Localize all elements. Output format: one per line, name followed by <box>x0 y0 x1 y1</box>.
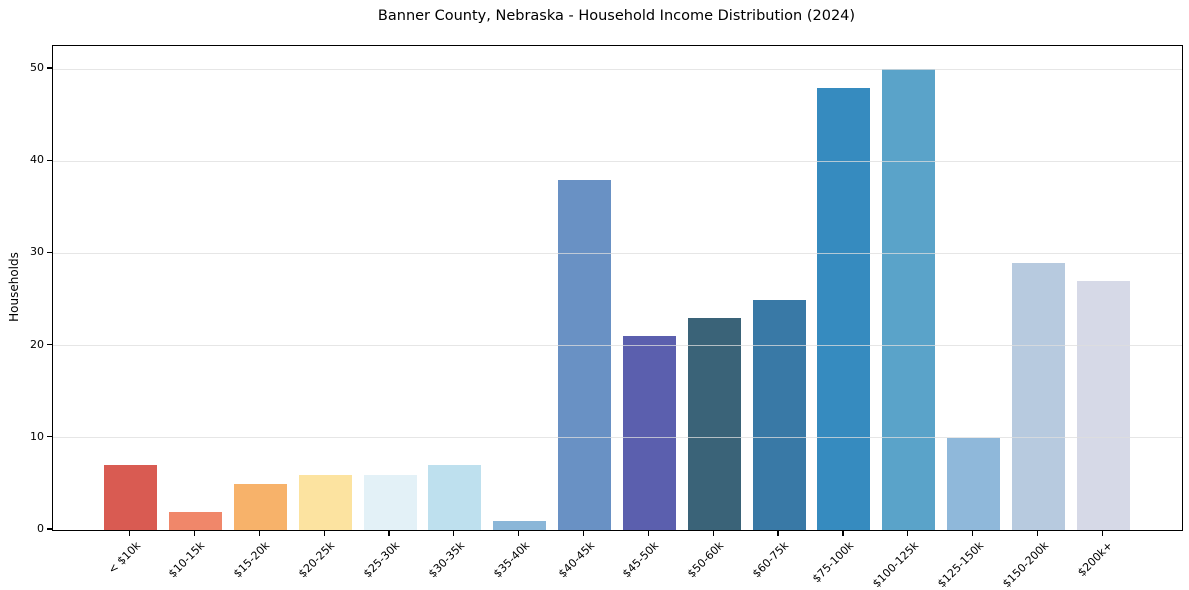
xtick-label--100-125k: $100-125k <box>869 539 921 590</box>
xtick-label--15-20k: $15-20k <box>231 539 273 581</box>
ytick-label-20: 20 <box>30 337 44 351</box>
bar--75-100k <box>817 87 871 530</box>
bar--30-35k <box>428 465 482 530</box>
xtick-mark-7 <box>518 530 520 536</box>
ytick-label-50: 50 <box>30 61 44 75</box>
ytick-mark-0 <box>47 528 52 530</box>
xtick-mark-2 <box>193 530 196 536</box>
xtick-label--45-50k: $45-50k <box>620 539 662 581</box>
chart-title: Banner County, Nebraska - Household Inco… <box>377 8 856 24</box>
xtick-mark-3 <box>258 530 260 536</box>
bar--200k+ <box>1076 281 1130 530</box>
gridline-y-20 <box>53 345 1182 347</box>
xtick-label--20-25k: $20-25k <box>296 539 338 581</box>
bar--20-25k <box>298 474 352 530</box>
ytick-label-30: 30 <box>30 245 44 259</box>
xtick-label--60-75k: $60-75k <box>750 539 792 581</box>
ytick-mark-50 <box>47 67 52 69</box>
y-axis-label: Households <box>7 252 21 322</box>
xtick-mark-15 <box>1036 530 1039 536</box>
xtick-mark-9 <box>647 530 650 536</box>
ytick-mark-20 <box>47 343 52 346</box>
xtick-mark-13 <box>907 530 909 536</box>
ytick-label-0: 0 <box>37 522 44 535</box>
ytick-mark-30 <box>47 251 52 254</box>
xtick-mark-6 <box>453 530 455 536</box>
bar--15-20k <box>233 483 287 530</box>
xtick-mark-16 <box>1101 530 1103 536</box>
xtick-mark-14 <box>972 530 974 536</box>
xtick-mark-11 <box>777 530 779 536</box>
xtick-mark-10 <box>712 530 714 536</box>
xtick-label--10k: < $10k <box>105 539 143 577</box>
xtick-label--35-40k: $35-40k <box>490 539 532 581</box>
bar--100-125k <box>882 69 936 530</box>
gridline-y-30 <box>53 252 1182 254</box>
bar--125-150k <box>947 437 1001 530</box>
xtick-label--25-30k: $25-30k <box>360 539 403 581</box>
xtick-label--40-45k: $40-45k <box>555 539 597 581</box>
bar--50-60k <box>687 317 741 530</box>
bar--40-45k <box>558 179 612 530</box>
xtick-mark-12 <box>842 530 844 536</box>
xtick-label--200k+: $200k+ <box>1075 539 1116 580</box>
xtick-mark-4 <box>323 530 325 536</box>
gridline-y-40 <box>53 160 1182 162</box>
xtick-label--75-100k: $75-100k <box>809 539 857 586</box>
bar--10k <box>104 465 158 530</box>
xtick-label--10-15k: $10-15k <box>166 539 208 581</box>
bar--45-50k <box>622 336 676 530</box>
bar--10-15k <box>168 511 222 530</box>
bar--35-40k <box>493 520 547 530</box>
gridline-y-50 <box>53 68 1182 70</box>
xtick-mark-5 <box>388 530 390 536</box>
gridline-y-10 <box>53 437 1182 439</box>
xtick-label--125-150k: $125-150k <box>934 539 986 590</box>
xtick-label--30-35k: $30-35k <box>425 539 468 581</box>
ytick-mark-10 <box>47 436 52 438</box>
ytick-mark-40 <box>47 159 52 161</box>
bar--25-30k <box>363 474 417 530</box>
plot-area <box>52 45 1183 531</box>
xtick-label--50-60k: $50-60k <box>685 539 727 581</box>
ytick-label-10: 10 <box>30 429 44 443</box>
bar--60-75k <box>752 299 806 530</box>
ytick-label-40: 40 <box>30 153 44 167</box>
bar--150-200k <box>1012 262 1065 530</box>
xtick-mark-1 <box>128 530 131 536</box>
xtick-label--150-200k: $150-200k <box>999 539 1051 590</box>
xtick-mark-8 <box>582 530 585 536</box>
